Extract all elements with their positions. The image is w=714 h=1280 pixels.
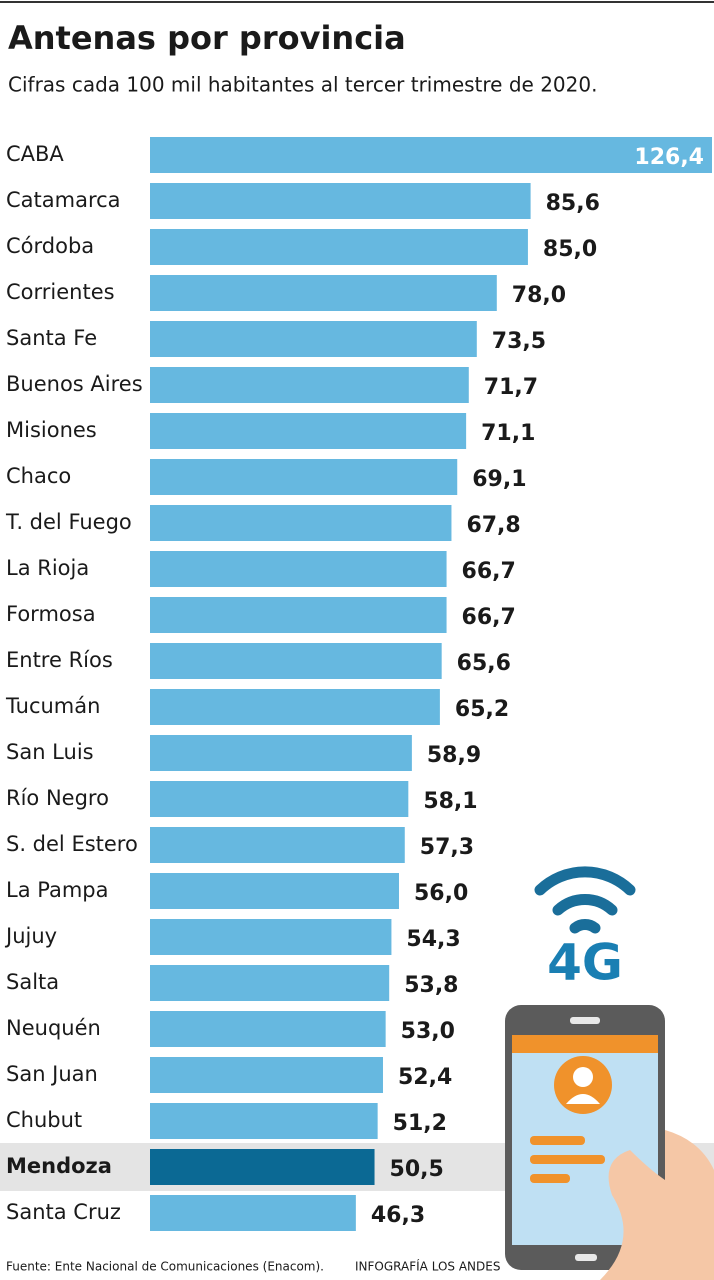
category-label: Chubut xyxy=(6,1108,82,1132)
avatar-head xyxy=(573,1067,593,1087)
category-label: Corrientes xyxy=(6,280,115,304)
bar xyxy=(150,183,531,219)
category-label: Neuquén xyxy=(6,1016,101,1040)
text-line xyxy=(530,1174,570,1183)
value-label: 66,7 xyxy=(462,559,516,584)
bar xyxy=(150,551,447,587)
category-label: Misiones xyxy=(6,418,97,442)
value-label: 57,3 xyxy=(420,835,474,860)
wifi-arc xyxy=(552,894,618,916)
bar xyxy=(150,1011,386,1047)
value-label: 50,5 xyxy=(390,1157,444,1182)
bar xyxy=(150,1149,375,1185)
value-label: 58,9 xyxy=(427,743,481,768)
bar xyxy=(150,689,440,725)
bar xyxy=(150,1195,356,1231)
value-label: 66,7 xyxy=(462,605,516,630)
value-label: 65,2 xyxy=(455,697,509,722)
bar xyxy=(150,413,467,449)
category-label: Jujuy xyxy=(4,924,57,948)
value-label: 85,6 xyxy=(546,191,600,216)
category-label: Córdoba xyxy=(6,234,94,258)
bar xyxy=(150,643,442,679)
category-label: Río Negro xyxy=(6,786,109,810)
category-label: Buenos Aires xyxy=(6,372,143,396)
value-label: 56,0 xyxy=(414,881,468,906)
wifi-arc xyxy=(534,866,636,896)
phone-speaker xyxy=(570,1017,600,1024)
chart-subtitle: Cifras cada 100 mil habitantes al tercer… xyxy=(8,73,597,97)
value-label: 53,0 xyxy=(401,1019,455,1044)
value-label: 67,8 xyxy=(466,513,520,538)
category-label: CABA xyxy=(6,142,64,166)
bar xyxy=(150,275,497,311)
category-label: Tucumán xyxy=(5,694,100,718)
wifi-arc xyxy=(569,919,601,934)
bar xyxy=(150,137,712,173)
category-label: Chaco xyxy=(6,464,71,488)
category-label: S. del Estero xyxy=(6,832,138,856)
bar xyxy=(150,597,447,633)
value-label: 51,2 xyxy=(393,1111,447,1136)
bar xyxy=(150,505,452,541)
value-label: 65,6 xyxy=(457,651,511,676)
value-label: 126,4 xyxy=(634,145,704,170)
bar xyxy=(150,459,458,495)
value-label: 54,3 xyxy=(406,927,460,952)
bar xyxy=(150,1057,383,1093)
bar xyxy=(150,735,412,771)
text-line xyxy=(530,1136,585,1145)
bars: CABA 126,4 Catamarca 85,6 Córdoba 85,0 Corrien… xyxy=(0,137,714,1231)
credit: INFOGRAFÍA LOS ANDES xyxy=(355,1259,500,1274)
bar xyxy=(150,1103,378,1139)
category-label: T. del Fuego xyxy=(5,510,132,534)
value-label: 53,8 xyxy=(404,973,458,998)
text-line xyxy=(530,1155,605,1164)
bar xyxy=(150,873,399,909)
category-label: Salta xyxy=(6,970,59,994)
bar xyxy=(150,827,405,863)
value-label: 73,5 xyxy=(492,329,546,354)
icon-text: 4G xyxy=(547,934,623,992)
bar xyxy=(150,965,390,1001)
phone-band xyxy=(512,1035,658,1053)
category-label: Santa Cruz xyxy=(6,1200,121,1224)
bar xyxy=(150,367,469,403)
bar xyxy=(150,781,409,817)
category-label: Santa Fe xyxy=(6,326,97,350)
value-label: 58,1 xyxy=(423,789,477,814)
bar xyxy=(150,919,392,955)
value-label: 78,0 xyxy=(512,283,566,308)
value-label: 71,7 xyxy=(484,375,538,400)
category-label: Catamarca xyxy=(6,188,121,212)
category-label: Formosa xyxy=(6,602,96,626)
bar xyxy=(150,229,528,265)
category-label: La Pampa xyxy=(6,878,109,902)
category-label: San Luis xyxy=(6,740,94,764)
value-label: 85,0 xyxy=(543,237,597,262)
avatar-body xyxy=(566,1094,600,1104)
category-label: Mendoza xyxy=(6,1154,112,1178)
bar xyxy=(150,321,477,357)
value-label: 69,1 xyxy=(472,467,526,492)
value-label: 71,1 xyxy=(481,421,535,446)
source: Fuente: Ente Nacional de Comunicaciones … xyxy=(6,1260,324,1274)
chart-title: Antenas por provincia xyxy=(8,19,406,57)
value-label: 46,3 xyxy=(371,1203,425,1228)
category-label: San Juan xyxy=(6,1062,98,1086)
hand xyxy=(600,1130,714,1280)
category-label: La Rioja xyxy=(6,556,89,580)
value-label: 52,4 xyxy=(398,1065,452,1090)
category-label: Entre Ríos xyxy=(6,648,113,672)
phone-button xyxy=(575,1254,597,1261)
illustration: 4G xyxy=(505,866,714,1280)
